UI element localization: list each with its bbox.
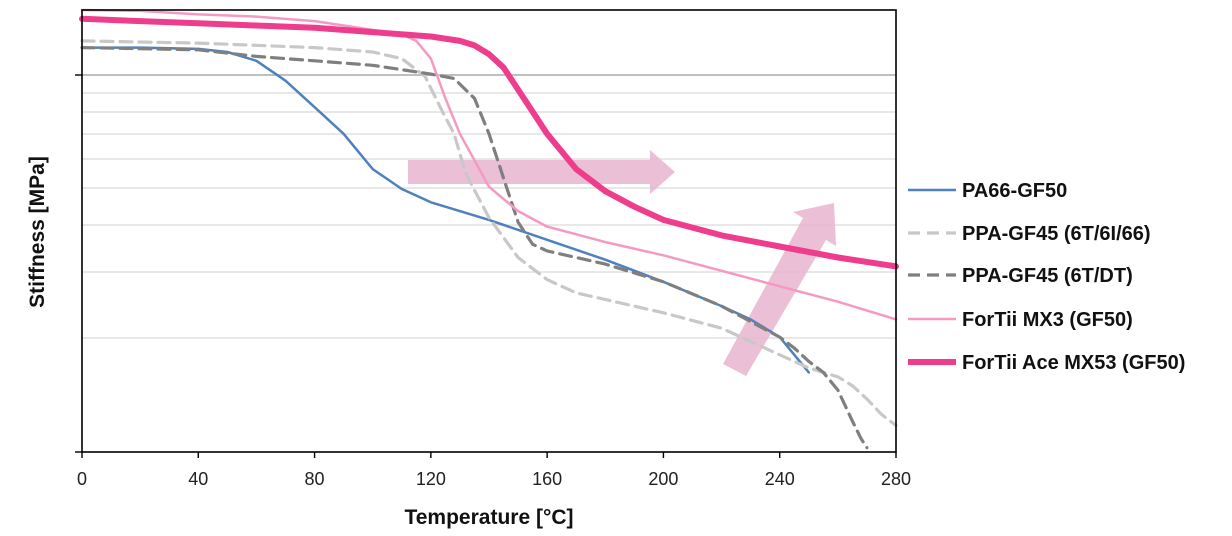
legend: PA66-GF50 PPA-GF45 (6T/6I/66) PPA-GF45 (6T… bbox=[908, 180, 1185, 374]
series-line-3 bbox=[80, 8, 898, 321]
x-tick-label: 0 bbox=[77, 469, 87, 489]
series-line-4 bbox=[79, 15, 899, 270]
y-axis-ticks bbox=[75, 74, 82, 453]
legend-label-3: ForTii MX3 (GF50) bbox=[962, 309, 1133, 331]
x-axis-title: Temperature [°C] bbox=[404, 506, 573, 529]
series-line-1 bbox=[80, 39, 898, 428]
y-axis-title: Stiffness [MPa] bbox=[26, 156, 49, 308]
x-axis-ticks: 0 40 80 120 160 200 240 280 bbox=[77, 452, 911, 489]
x-tick-label: 160 bbox=[532, 469, 562, 489]
x-tick-label: 200 bbox=[648, 469, 678, 489]
legend-label-0: PA66-GF50 bbox=[962, 180, 1067, 202]
series-line-2 bbox=[80, 45, 869, 450]
legend-label-1: PPA-GF45 (6T/6I/66) bbox=[962, 223, 1151, 245]
x-tick-label: 40 bbox=[188, 469, 208, 489]
series-lines bbox=[79, 8, 899, 450]
x-tick-label: 280 bbox=[881, 469, 911, 489]
x-tick-label: 80 bbox=[305, 469, 325, 489]
x-tick-label: 120 bbox=[416, 469, 446, 489]
legend-label-2: PPA-GF45 (6T/DT) bbox=[962, 265, 1133, 287]
plot-area-border bbox=[81, 9, 897, 453]
arrow-up-right-annotation bbox=[723, 203, 836, 376]
x-tick-label: 240 bbox=[765, 469, 795, 489]
legend-label-4: ForTii Ace MX53 (GF50) bbox=[962, 352, 1185, 374]
